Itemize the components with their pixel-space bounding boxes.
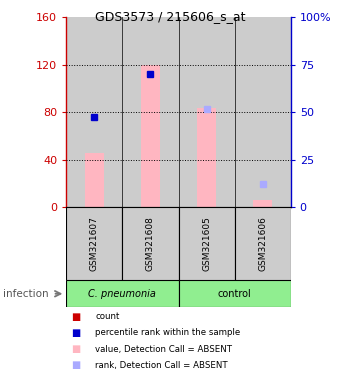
Text: ■: ■ (71, 312, 81, 322)
Text: ■: ■ (71, 360, 81, 370)
Bar (122, 17, 178, 207)
Bar (85, 153, 104, 207)
Text: count: count (95, 312, 120, 321)
Text: infection: infection (3, 289, 49, 299)
Text: GSM321606: GSM321606 (258, 217, 267, 271)
Bar (197, 108, 216, 207)
Bar (235, 207, 291, 280)
Text: ■: ■ (71, 328, 81, 338)
Text: rank, Detection Call = ABSENT: rank, Detection Call = ABSENT (95, 361, 228, 370)
Bar (141, 65, 160, 207)
Text: ■: ■ (71, 344, 81, 354)
Text: GSM321605: GSM321605 (202, 217, 211, 271)
Text: GDS3573 / 215606_s_at: GDS3573 / 215606_s_at (95, 10, 245, 23)
Text: value, Detection Call = ABSENT: value, Detection Call = ABSENT (95, 344, 232, 354)
Text: C. pneumonia: C. pneumonia (88, 289, 156, 299)
Bar (178, 280, 291, 307)
Bar (66, 280, 178, 307)
Text: percentile rank within the sample: percentile rank within the sample (95, 328, 240, 338)
Bar (178, 17, 235, 207)
Text: GSM321607: GSM321607 (90, 217, 99, 271)
Bar (253, 200, 272, 207)
Text: control: control (218, 289, 252, 299)
Text: GSM321608: GSM321608 (146, 217, 155, 271)
Bar (66, 17, 122, 207)
Bar (122, 207, 178, 280)
Bar (66, 207, 122, 280)
Bar (178, 207, 235, 280)
Bar (235, 17, 291, 207)
